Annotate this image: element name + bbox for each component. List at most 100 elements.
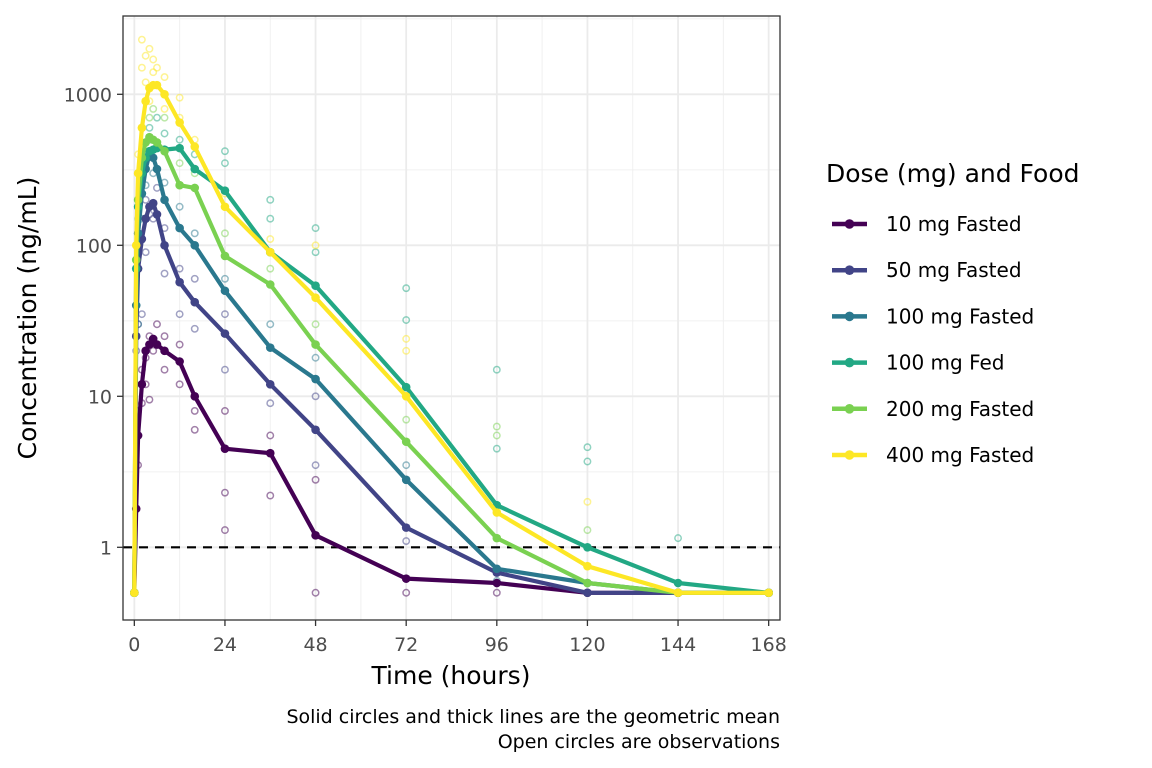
- y-tick-label: 1000: [64, 84, 112, 106]
- observation-point: [402, 284, 411, 293]
- mean-point: [401, 437, 411, 447]
- mean-point: [492, 564, 502, 574]
- observation-point: [311, 353, 320, 362]
- mean-point: [190, 183, 200, 193]
- observation-point: [402, 346, 411, 355]
- observation-point: [160, 104, 169, 113]
- observation-point: [583, 526, 592, 535]
- observation-point: [153, 113, 161, 122]
- observation-point: [674, 534, 683, 543]
- x-axis-title: Time (hours): [371, 661, 531, 690]
- observation-point: [492, 444, 501, 453]
- mean-point: [492, 533, 502, 543]
- observation-point: [266, 214, 275, 223]
- mean-point: [175, 143, 184, 153]
- observation-point: [175, 159, 184, 168]
- legend-label: 50 mg Fasted: [886, 258, 1022, 282]
- observation-point: [153, 63, 161, 72]
- x-tick-label: 168: [751, 634, 787, 656]
- caption-line-1: Solid circles and thick lines are the ge…: [286, 706, 780, 728]
- legend-key-point: [844, 265, 855, 276]
- mean-point: [265, 343, 275, 352]
- observation-point: [190, 425, 199, 434]
- mean-point: [160, 195, 169, 205]
- mean-point: [401, 382, 411, 392]
- mean-point: [583, 561, 592, 571]
- mean-point: [311, 293, 320, 302]
- mean-point: [152, 340, 162, 349]
- observation-point: [220, 159, 229, 168]
- mean-point: [190, 297, 200, 307]
- mean-point: [160, 146, 169, 156]
- legend-key-point: [844, 219, 855, 229]
- observation-point: [145, 113, 154, 122]
- observation-point: [160, 73, 169, 82]
- observation-point: [266, 235, 275, 243]
- mean-point: [583, 542, 592, 552]
- observation-point: [190, 274, 199, 283]
- mean-point: [265, 280, 275, 289]
- legend-label: 200 mg Fasted: [886, 397, 1034, 421]
- y-tick-label: 1: [100, 537, 112, 559]
- observation-point: [492, 422, 501, 431]
- legend-label: 100 mg Fed: [886, 351, 1004, 375]
- mean-point: [311, 374, 320, 384]
- observation-point: [492, 365, 501, 374]
- series-layer: [130, 80, 773, 598]
- mean-point: [141, 96, 150, 106]
- observation-point: [220, 147, 229, 156]
- mean-point: [583, 578, 592, 588]
- mean-point: [311, 281, 320, 291]
- legend-key-point: [844, 357, 855, 368]
- observation-point: [266, 264, 275, 273]
- legend-title: Dose (mg) and Food: [826, 159, 1080, 188]
- x-tick-label: 48: [303, 634, 327, 656]
- mean-point: [220, 444, 230, 453]
- mean-point: [764, 588, 773, 598]
- observation-point: [137, 35, 146, 44]
- x-tick-label: 144: [660, 634, 696, 656]
- mean-point: [311, 340, 320, 349]
- mean-point: [220, 329, 230, 338]
- observation-point: [266, 431, 275, 440]
- mean-point: [265, 247, 275, 257]
- observation-point: [149, 55, 158, 64]
- observation-point: [583, 457, 592, 466]
- observation-point: [175, 380, 184, 389]
- observation-point: [220, 406, 229, 415]
- observation-point: [149, 346, 158, 355]
- mean-point: [175, 223, 184, 233]
- observation-point: [311, 224, 320, 233]
- x-tick-label: 120: [569, 634, 605, 656]
- legend-label: 400 mg Fasted: [886, 443, 1034, 467]
- observation-point: [311, 461, 320, 470]
- y-axis-title: Concentration (ng/mL): [13, 177, 42, 460]
- observation-point: [175, 93, 184, 102]
- observation-point: [492, 588, 501, 597]
- x-axis: 0 24 48 72 96 120 144 168: [128, 620, 787, 656]
- observation-point: [220, 365, 229, 374]
- observation-point: [160, 332, 169, 341]
- y-tick-label: 10: [88, 386, 112, 408]
- mean-point: [265, 448, 275, 458]
- mean-point: [175, 180, 184, 190]
- legend-label: 10 mg Fasted: [886, 212, 1022, 236]
- mean-point: [152, 210, 162, 219]
- mean-point: [190, 391, 200, 401]
- mean-point: [220, 251, 230, 261]
- y-tick-label: 100: [76, 235, 112, 257]
- mean-point: [220, 202, 230, 212]
- observation-point: [220, 488, 229, 497]
- observation-point: [175, 202, 184, 211]
- observation-point: [583, 497, 592, 506]
- mean-point: [673, 578, 683, 588]
- mean-point: [175, 118, 184, 127]
- legend-key-point: [844, 404, 855, 414]
- observation-point: [220, 310, 229, 319]
- observation-point: [137, 63, 146, 72]
- observation-point: [160, 129, 169, 138]
- x-tick-label: 72: [394, 634, 418, 656]
- y-axis: 1 10 100 1000: [64, 84, 123, 559]
- mean-point: [190, 164, 200, 174]
- observation-point: [175, 135, 184, 144]
